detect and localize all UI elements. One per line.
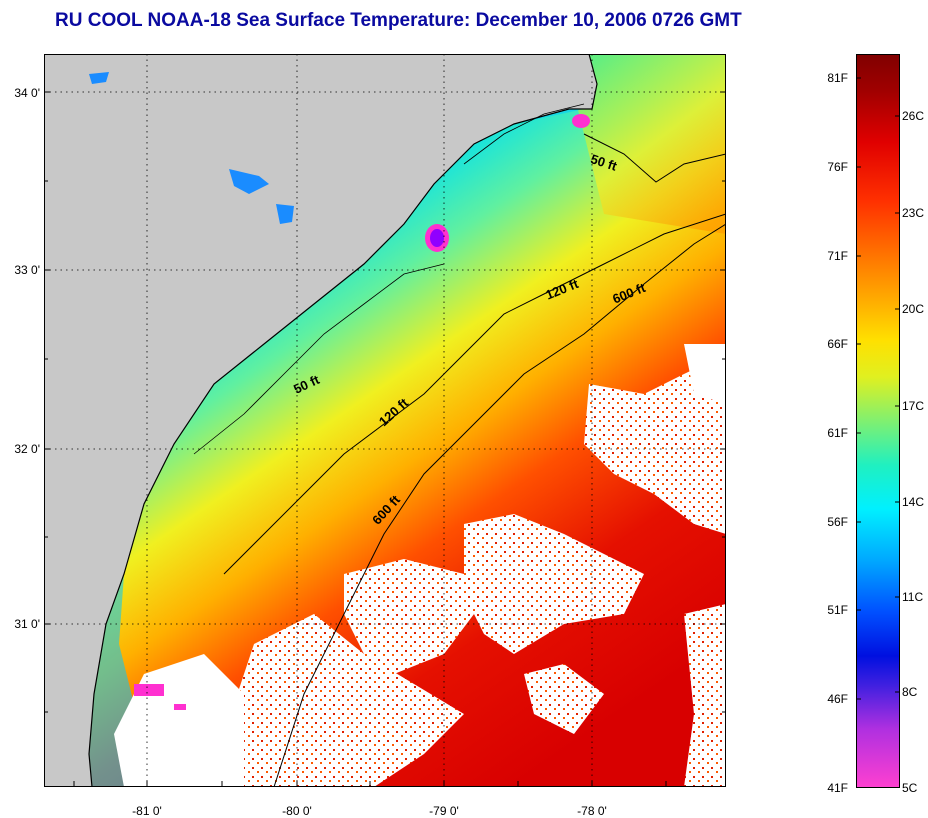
lon-label-79: -79 0': [429, 804, 459, 818]
cbar-f-61: 61F: [827, 426, 848, 440]
cbar-c-23: 23C: [902, 206, 925, 220]
cbar-f-66: 66F: [827, 337, 848, 351]
cbar-f-46: 46F: [827, 692, 848, 706]
lon-label-78: -78 0': [577, 804, 607, 818]
land-mass: [44, 54, 597, 787]
cbar-f-56: 56F: [827, 515, 848, 529]
cbar-c-17: 17C: [902, 399, 925, 413]
cbar-c-14: 14C: [902, 495, 925, 509]
lon-label-81: -81 0': [132, 804, 162, 818]
cbar-f-71: 71F: [827, 249, 848, 263]
cbar-f-41: 41F: [827, 781, 848, 795]
cloud-cover: [114, 344, 726, 787]
cbar-c-8: 8C: [902, 685, 918, 699]
lat-label-34: 34 0': [14, 86, 40, 100]
cbar-f-51: 51F: [827, 603, 848, 617]
lat-label-32: 32 0': [14, 442, 40, 456]
contour-600ft: [273, 223, 726, 787]
graticule: [44, 54, 726, 787]
map-title: RU COOL NOAA-18 Sea Surface Temperature:…: [55, 10, 742, 31]
cbar-c-11: 11C: [902, 590, 924, 604]
lon-label-80: -80 0': [282, 804, 312, 818]
sst-map-canvas: 50 ft 120 ft 600 ft 50 ft 120 ft 600 ft: [44, 54, 726, 787]
lat-label-31: 31 0': [14, 617, 40, 631]
cbar-c-5: 5C: [902, 781, 918, 795]
cbar-c-20: 20C: [902, 302, 925, 316]
cbar-f-81: 81F: [827, 71, 848, 85]
temperature-colorbar: [856, 54, 900, 788]
cbar-f-76: 76F: [827, 160, 848, 174]
lat-label-33: 33 0': [14, 263, 40, 277]
cbar-c-26: 26C: [902, 109, 925, 123]
map-frame: [44, 54, 726, 787]
sst-map[interactable]: 50 ft 120 ft 600 ft 50 ft 120 ft 600 ft: [44, 54, 726, 787]
